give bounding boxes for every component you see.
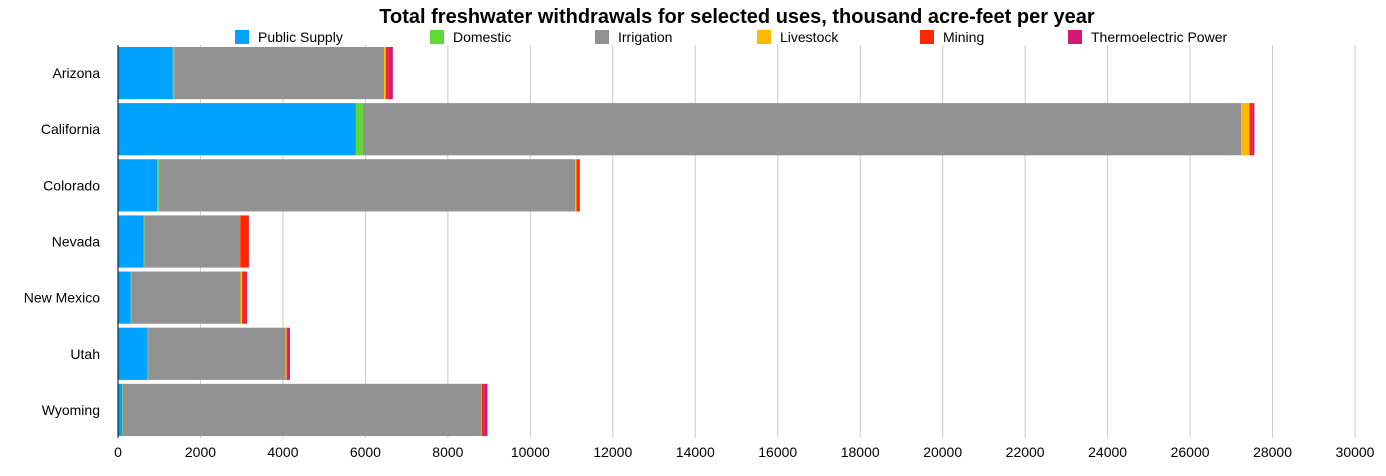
bar-segment — [1252, 103, 1255, 156]
bar-segment — [1249, 103, 1253, 156]
x-tick-label: 0 — [114, 444, 122, 460]
bar-segment — [148, 327, 286, 380]
legend-label: Thermoelectric Power — [1091, 29, 1227, 45]
bar-segment — [384, 46, 386, 100]
bar-segment — [362, 103, 1242, 156]
bar-segment — [576, 159, 579, 212]
bar-segment — [245, 271, 248, 324]
legend-label: Livestock — [780, 29, 839, 45]
x-tick-label: 14000 — [676, 444, 715, 460]
bar-segment — [118, 159, 158, 212]
bar-segment — [484, 383, 488, 437]
bar-segment — [118, 46, 173, 100]
bar-segment — [118, 215, 144, 268]
category-label: Utah — [70, 346, 100, 362]
bar-segment — [578, 159, 580, 212]
bar-segment — [388, 46, 393, 100]
bar-segment — [158, 159, 576, 212]
x-tick-label: 22000 — [1006, 444, 1045, 460]
x-tick-labels: 0 2000 4000 6000 8000 10000 12000 14000 16000 180… — [114, 444, 1375, 460]
bar-segment — [157, 159, 159, 212]
category-label: Wyoming — [42, 402, 100, 418]
bar-segment — [118, 103, 356, 156]
bar-segment — [1241, 103, 1250, 156]
bar-segment — [122, 383, 482, 437]
x-tick-label: 26000 — [1171, 444, 1210, 460]
legend-swatch — [1068, 30, 1082, 44]
bar-segment — [481, 383, 485, 437]
bar-segment — [285, 327, 287, 380]
bar-segment — [172, 46, 175, 100]
legend-label: Irrigation — [618, 29, 672, 45]
legend-swatch — [757, 30, 771, 44]
legend-swatch — [235, 30, 249, 44]
x-tick-label: 20000 — [923, 444, 962, 460]
x-tick-label: 16000 — [758, 444, 797, 460]
x-tick-label: 4000 — [267, 444, 298, 460]
category-label: Colorado — [43, 177, 100, 193]
x-tick-label: 24000 — [1088, 444, 1127, 460]
bar-segment — [118, 327, 148, 380]
bar-segment — [355, 103, 363, 156]
x-tick-label: 10000 — [511, 444, 550, 460]
bar-segment — [144, 215, 241, 268]
legend: Public Supply Domestic Irrigation Livestock… — [235, 29, 1227, 45]
bar-segment — [286, 327, 288, 380]
legend-swatch — [430, 30, 444, 44]
category-label: Arizona — [53, 65, 101, 81]
bar-segment — [242, 271, 246, 324]
x-tick-label: 30000 — [1336, 444, 1375, 460]
bar-segment — [240, 271, 243, 324]
bar-segment — [118, 383, 123, 437]
x-tick-label: 18000 — [841, 444, 880, 460]
bar-segment — [287, 327, 290, 380]
chart-title: Total freshwater withdrawals for selecte… — [379, 6, 1095, 28]
bar-segment — [575, 159, 577, 212]
legend-label: Public Supply — [258, 29, 343, 45]
bar-segment — [143, 215, 145, 268]
x-tick-label: 6000 — [350, 444, 381, 460]
bar-segment — [130, 271, 133, 324]
bar-segment — [118, 271, 131, 324]
bar-segment — [132, 271, 241, 324]
legend-label: Domestic — [453, 29, 511, 45]
bar-segment — [174, 46, 385, 100]
bar-segment — [385, 46, 389, 100]
legend-swatch — [920, 30, 934, 44]
category-label: New Mexico — [24, 290, 100, 306]
category-label: California — [41, 121, 100, 137]
legend-swatch — [595, 30, 609, 44]
x-tick-label: 2000 — [185, 444, 216, 460]
x-tick-label: 28000 — [1253, 444, 1292, 460]
x-tick-label: 8000 — [432, 444, 463, 460]
category-label: Nevada — [52, 234, 100, 250]
bar-segment — [240, 215, 249, 268]
x-tick-label: 12000 — [593, 444, 632, 460]
bars — [118, 46, 1255, 437]
category-labels: Arizona California Colorado Nevada New Mexic… — [24, 65, 100, 418]
legend-label: Mining — [943, 29, 984, 45]
